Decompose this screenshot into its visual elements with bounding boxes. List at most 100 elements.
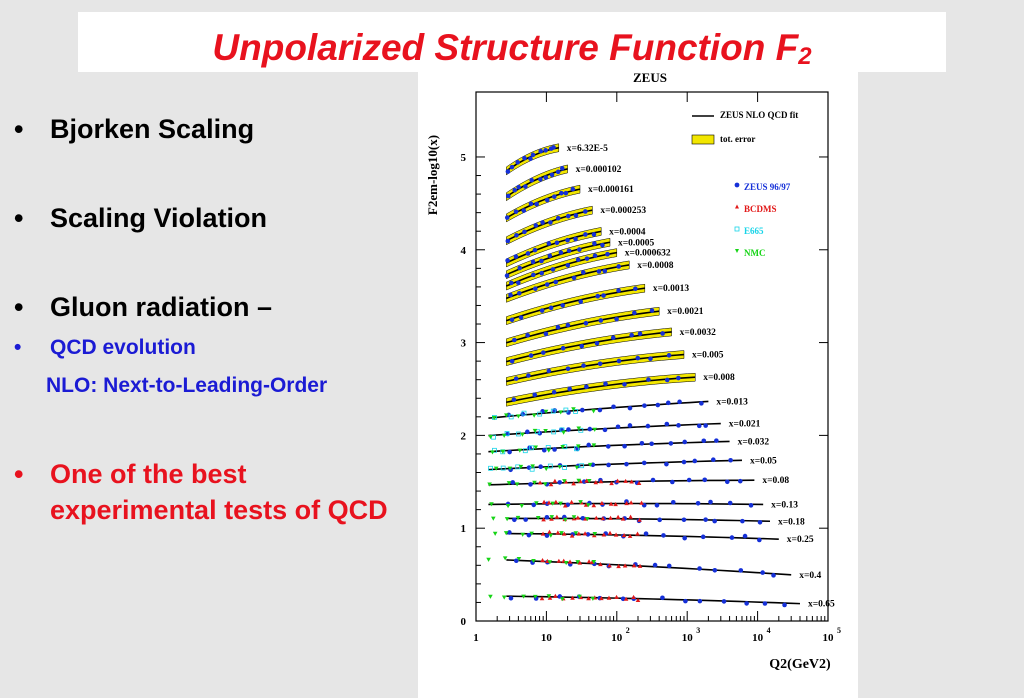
x-tick-label: 10 <box>823 632 835 644</box>
bcdms-point <box>623 596 629 601</box>
x-tick-exponent: 2 <box>626 626 630 635</box>
bcdms-point <box>615 514 621 519</box>
nmc-point <box>587 462 593 467</box>
nmc-point <box>516 557 522 562</box>
zeus-point <box>538 464 543 469</box>
zeus-point <box>565 262 571 268</box>
zeus-point <box>516 290 522 296</box>
bcdms-point <box>613 502 618 507</box>
nmc-point <box>585 503 591 508</box>
bcdms-point <box>636 480 642 486</box>
nmc-point <box>516 414 521 419</box>
bcdms-point <box>606 595 612 600</box>
zeus-point <box>512 337 517 343</box>
nmc-point <box>486 557 491 562</box>
zeus-point <box>606 462 611 468</box>
e665-point <box>551 429 557 435</box>
bullet-item: • One of the best experimental tests of … <box>14 456 390 528</box>
zeus-point <box>543 331 549 337</box>
zeus-point <box>600 242 605 248</box>
y-tick-label: 4 <box>461 245 467 257</box>
bcdms-point <box>616 564 621 569</box>
zeus-point <box>554 240 560 246</box>
x-tick-label: 1 <box>473 632 479 644</box>
zeus-point <box>710 457 716 463</box>
zeus-point <box>681 517 687 523</box>
nmc-point <box>578 500 583 505</box>
zeus-point <box>547 253 553 259</box>
zeus-point <box>632 310 637 316</box>
zeus-point <box>566 427 571 432</box>
bcdms-point <box>577 560 583 565</box>
bcdms-point <box>582 531 588 536</box>
zeus-point <box>660 331 665 336</box>
zeus-point <box>697 566 702 571</box>
nmc-point <box>532 480 537 485</box>
zeus-point <box>740 518 745 524</box>
zeus-point <box>622 382 627 387</box>
nmc-point <box>558 501 563 506</box>
zeus-point <box>682 439 688 445</box>
zeus-point <box>549 172 555 178</box>
bcdms-point <box>552 478 558 483</box>
bcdms-point <box>631 594 636 600</box>
zeus-point <box>538 148 544 154</box>
nmc-point <box>490 450 495 455</box>
nmc-point <box>549 515 555 520</box>
zeus-point <box>595 293 601 299</box>
nmc-point <box>573 531 579 536</box>
zeus-point <box>655 402 661 408</box>
y-tick-label: 5 <box>461 152 467 164</box>
nmc-point <box>515 515 521 521</box>
bcdms-point <box>614 594 619 599</box>
zeus-point <box>742 533 748 539</box>
bcdms-point <box>578 479 583 484</box>
series-label: x=0.08 <box>762 476 789 486</box>
nmc-point <box>493 466 499 471</box>
zeus-point <box>560 303 565 308</box>
series-label: x=0.000102 <box>576 165 622 175</box>
zeus-point <box>708 499 713 505</box>
nmc-point <box>491 516 496 521</box>
zeus-point <box>657 517 662 523</box>
bullet-text: Gluon radiation – <box>50 292 273 322</box>
zeus-point <box>525 429 530 435</box>
nmc-point <box>574 465 580 470</box>
bcdms-point <box>571 481 576 486</box>
zeus-point <box>505 258 510 263</box>
zeus-point <box>757 537 762 543</box>
zeus-point <box>539 270 545 276</box>
zeus-point <box>571 275 577 281</box>
nmc-point <box>586 478 592 484</box>
nmc-point <box>562 517 568 523</box>
bcdms-point <box>624 501 629 506</box>
zeus-point <box>533 286 538 292</box>
fit-line <box>506 251 617 287</box>
zeus-point <box>782 602 787 608</box>
plot-frame <box>475 91 829 622</box>
zeus-point <box>511 397 517 402</box>
zeus-point <box>509 358 515 364</box>
zeus-point <box>517 265 523 271</box>
zeus-point <box>512 517 517 523</box>
bcdms-point <box>598 561 603 567</box>
series-label: x=0.005 <box>692 351 724 361</box>
zeus-point <box>544 197 550 203</box>
e665-point <box>579 463 585 469</box>
series-label: x=0.013 <box>716 397 748 407</box>
zeus-point <box>699 401 704 406</box>
zeus-point <box>551 145 556 150</box>
nmc-point <box>506 481 512 486</box>
zeus-point <box>627 405 633 411</box>
zeus-point <box>695 501 701 506</box>
zeus-point <box>760 570 765 575</box>
zeus-point <box>573 213 579 218</box>
bcdms-point <box>576 531 582 536</box>
nmc-point <box>563 560 569 566</box>
zeus-point <box>516 184 521 190</box>
bcdms-point <box>562 503 568 508</box>
bullet-dot: • <box>14 292 24 322</box>
zeus-point <box>532 392 538 398</box>
zeus-point <box>579 343 585 349</box>
